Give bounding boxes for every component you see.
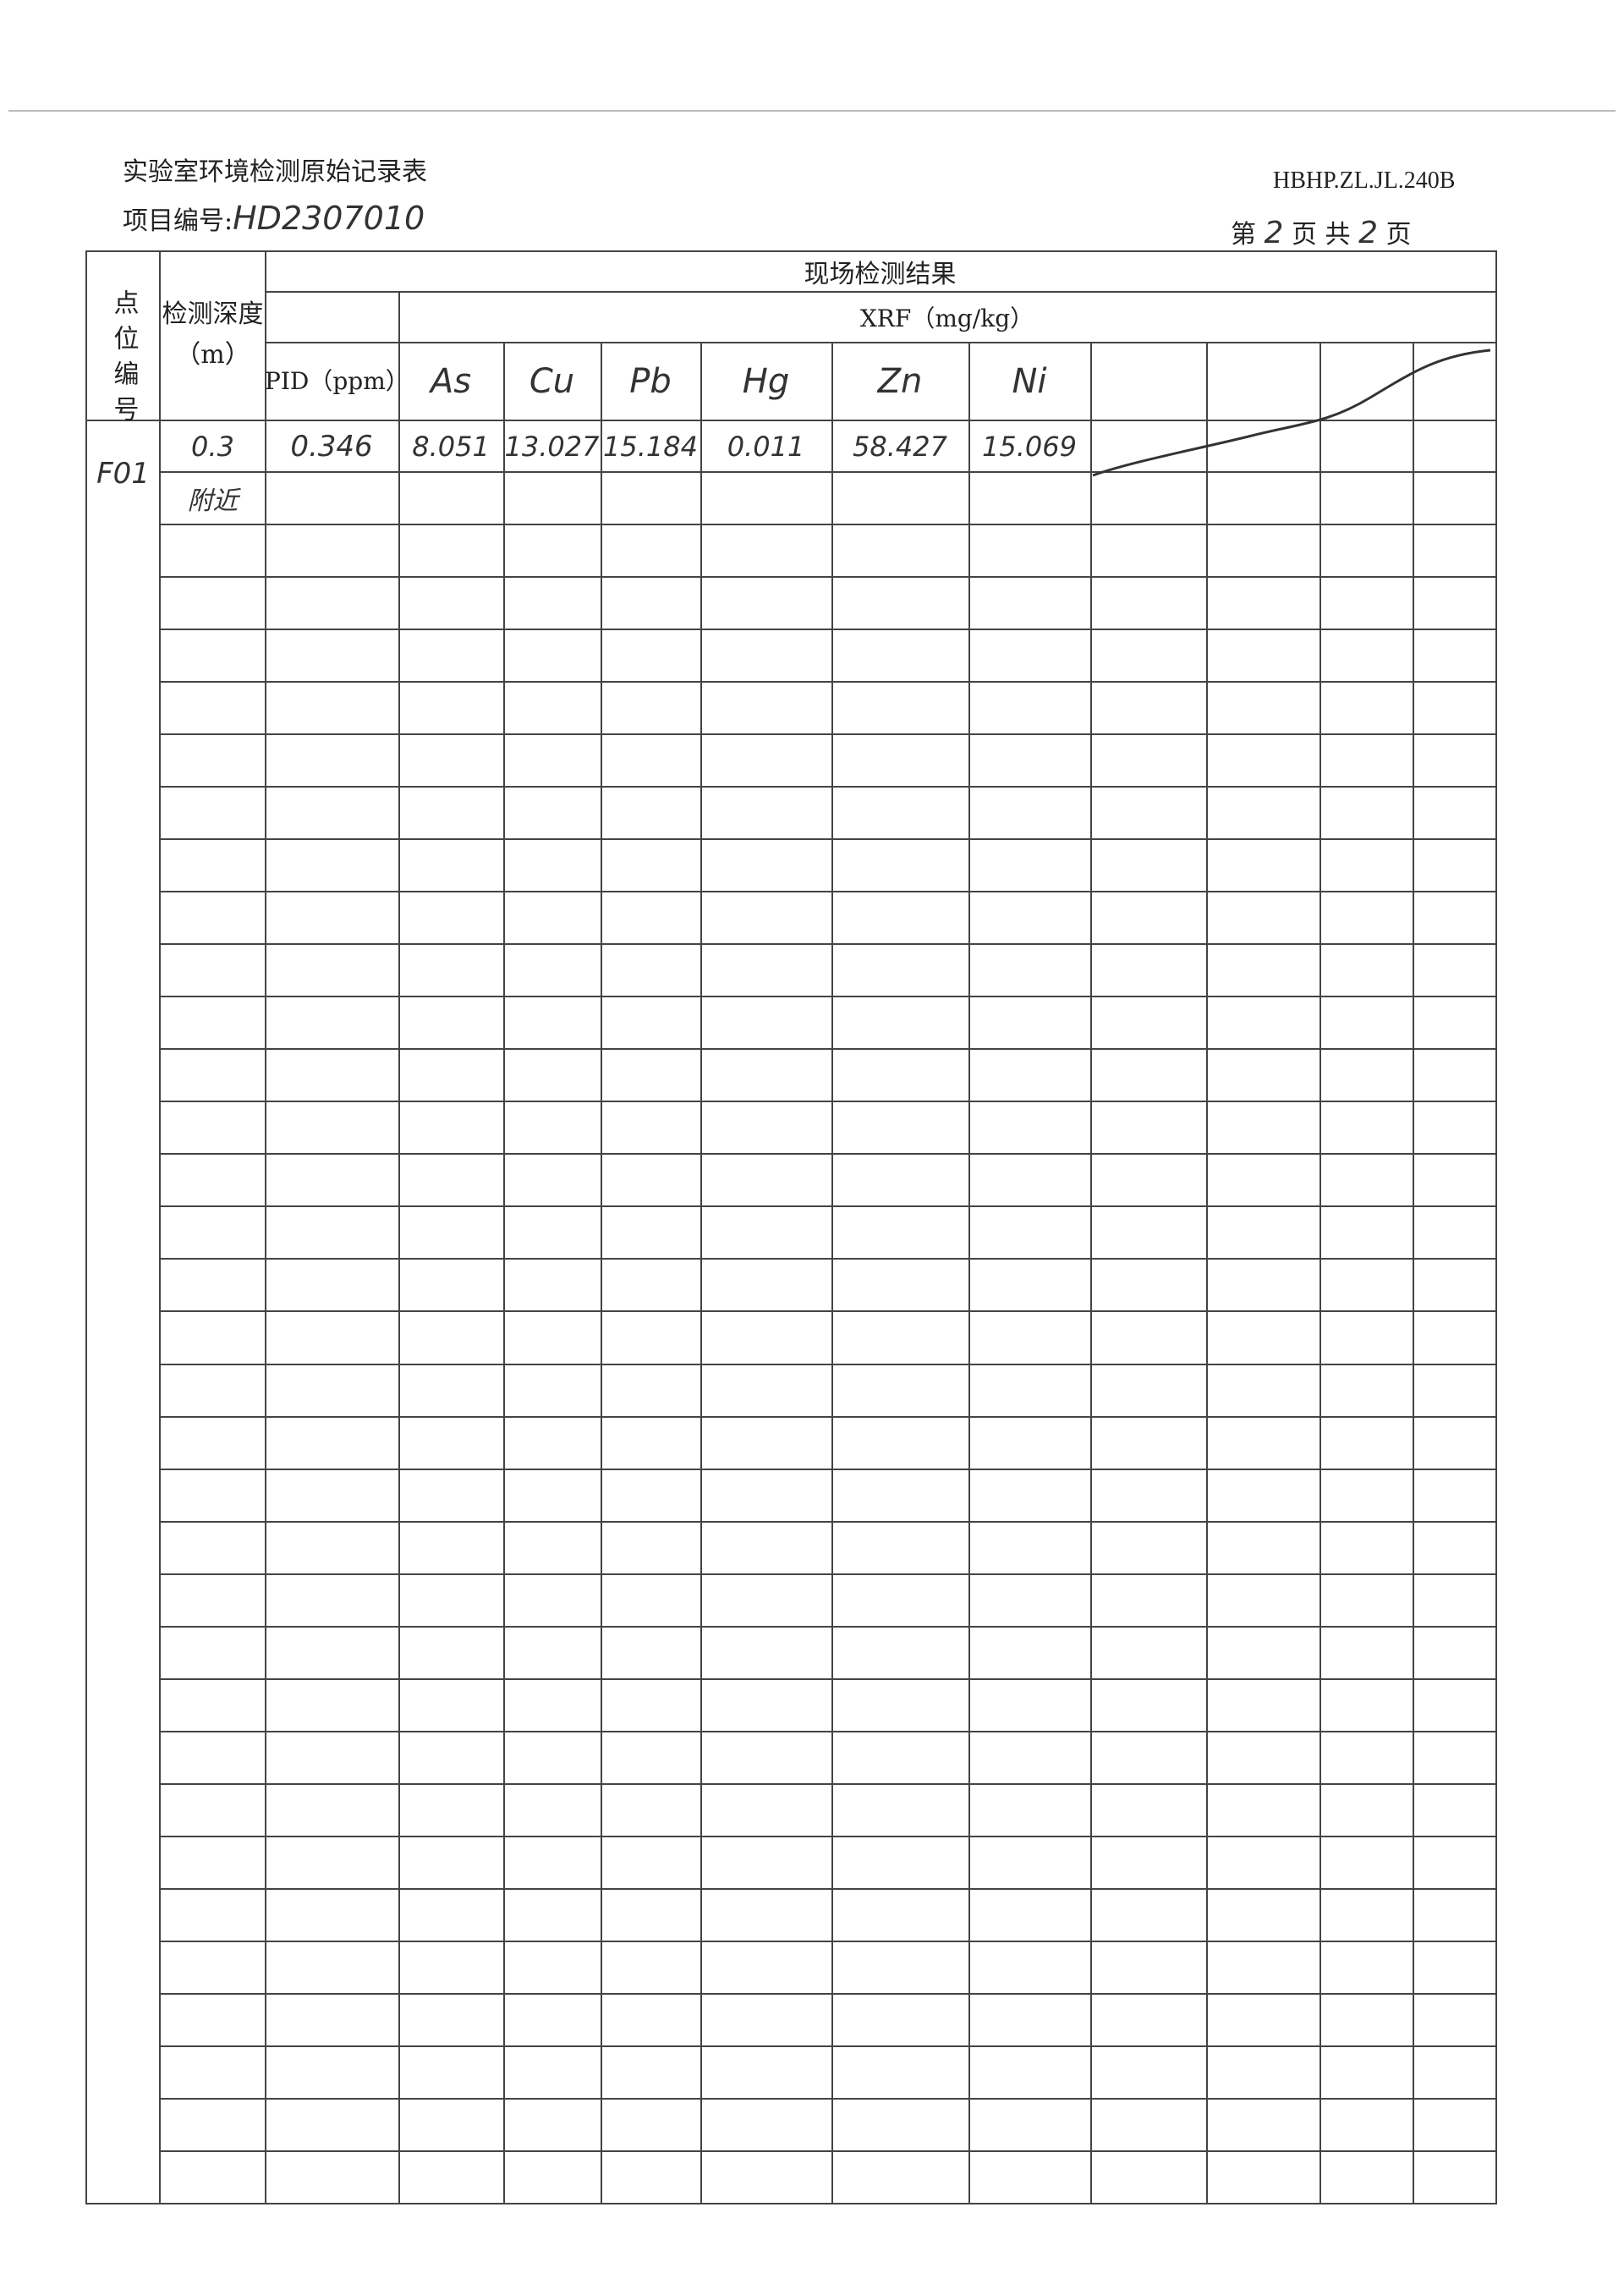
header-element-as: As <box>430 362 472 401</box>
cell-xrf-hg: 0.011 <box>727 430 805 463</box>
header-pid: PID（ppm） <box>265 367 409 395</box>
grid-hline <box>159 1941 1497 1942</box>
grid-vline <box>1413 342 1414 2203</box>
grid-hline <box>159 1364 1497 1365</box>
grid-hline <box>159 1888 1497 1890</box>
grid-hline <box>159 943 1497 945</box>
grid-vline <box>1206 342 1208 2203</box>
project-label: 项目编号: <box>123 206 233 236</box>
scan-top-edge <box>8 110 1616 112</box>
grid-hline <box>159 1731 1497 1732</box>
grid-vline <box>85 250 87 2203</box>
grid-hline <box>159 1626 1497 1628</box>
page-total: 2 <box>1358 216 1378 250</box>
header-xrf: XRF（mg/kg） <box>859 305 1034 332</box>
project-number: 项目编号:HD2307010 <box>123 200 425 237</box>
grid-hline <box>159 1205 1497 1207</box>
grid-hline <box>265 291 1497 293</box>
cell-pid: 0.346 <box>290 429 373 464</box>
page-current: 2 <box>1264 216 1284 250</box>
header-depth: 检测深度（m） <box>162 299 264 370</box>
grid-vline <box>1090 342 1092 2203</box>
grid-vline <box>968 342 970 2203</box>
grid-hline <box>159 576 1497 578</box>
page-indicator: 第 2 页 共 2 页 <box>1231 213 1412 250</box>
cell-depth-note: 附近 <box>187 486 239 516</box>
grid-hline <box>159 996 1497 997</box>
grid-vline <box>1320 342 1321 2203</box>
grid-hline <box>159 681 1497 683</box>
page-mid: 页 共 <box>1292 220 1351 250</box>
grid-hline <box>159 1258 1497 1260</box>
grid-hline <box>85 250 1497 252</box>
grid-hline <box>159 1416 1497 1418</box>
cell-xrf-cu: 13.027 <box>504 430 600 463</box>
grid-hline <box>159 891 1497 892</box>
grid-hline <box>159 1521 1497 1523</box>
grid-hline <box>159 1573 1497 1575</box>
grid-hline <box>159 2098 1497 2100</box>
grid-hline <box>159 733 1497 735</box>
header-point-id: 点位编号 <box>108 289 139 431</box>
grid-hline <box>159 2150 1497 2152</box>
header-element-zn: Zn <box>877 362 923 401</box>
grid-hline <box>159 1993 1497 1995</box>
page-suffix: 页 <box>1385 220 1412 250</box>
grid-vline <box>831 342 833 2203</box>
grid-hline <box>159 786 1497 788</box>
grid-hline <box>159 1048 1497 1050</box>
header-element-cu: Cu <box>529 362 575 401</box>
grid-hline <box>159 1469 1497 1470</box>
grid-vline <box>700 342 702 2203</box>
header-element-ni: Ni <box>1012 362 1047 401</box>
sheet-title: 实验室环境检测原始记录表 <box>123 157 427 187</box>
form-code: HBHP.ZL.JL.240B <box>1273 167 1456 194</box>
grid-hline <box>159 1836 1497 1837</box>
grid-vline <box>503 342 505 2203</box>
cell-xrf-zn: 58.427 <box>853 430 947 463</box>
project-number-value: HD2307010 <box>233 200 425 237</box>
page-prefix: 第 <box>1231 220 1256 250</box>
header-element-pb: Pb <box>629 362 672 401</box>
grid-hline <box>159 1678 1497 1680</box>
cell-xrf-ni: 15.069 <box>982 430 1077 463</box>
grid-hline <box>159 1101 1497 1102</box>
grid-hline <box>85 2203 1497 2204</box>
cell-point-id: F01 <box>96 457 150 491</box>
grid-hline <box>159 629 1497 630</box>
grid-hline <box>159 1783 1497 1785</box>
grid-hline <box>159 2045 1497 2047</box>
grid-hline <box>85 420 1497 421</box>
grid-hline <box>159 524 1497 525</box>
cell-xrf-pb: 15.184 <box>603 430 698 463</box>
grid-hline <box>159 1310 1497 1312</box>
header-field-results: 现场检测结果 <box>804 260 957 289</box>
cell-xrf-as: 8.051 <box>412 430 490 463</box>
grid-vline <box>601 342 602 2203</box>
grid-vline <box>159 250 161 2203</box>
grid-hline <box>159 1153 1497 1155</box>
header-element-hg: Hg <box>742 362 790 401</box>
grid-hline <box>265 342 1497 343</box>
grid-vline <box>265 250 266 2203</box>
grid-hline <box>159 471 1497 473</box>
grid-vline <box>398 291 400 2203</box>
grid-vline <box>1495 250 1497 2203</box>
cell-depth: 0.3 <box>191 430 234 463</box>
grid-hline <box>159 838 1497 840</box>
